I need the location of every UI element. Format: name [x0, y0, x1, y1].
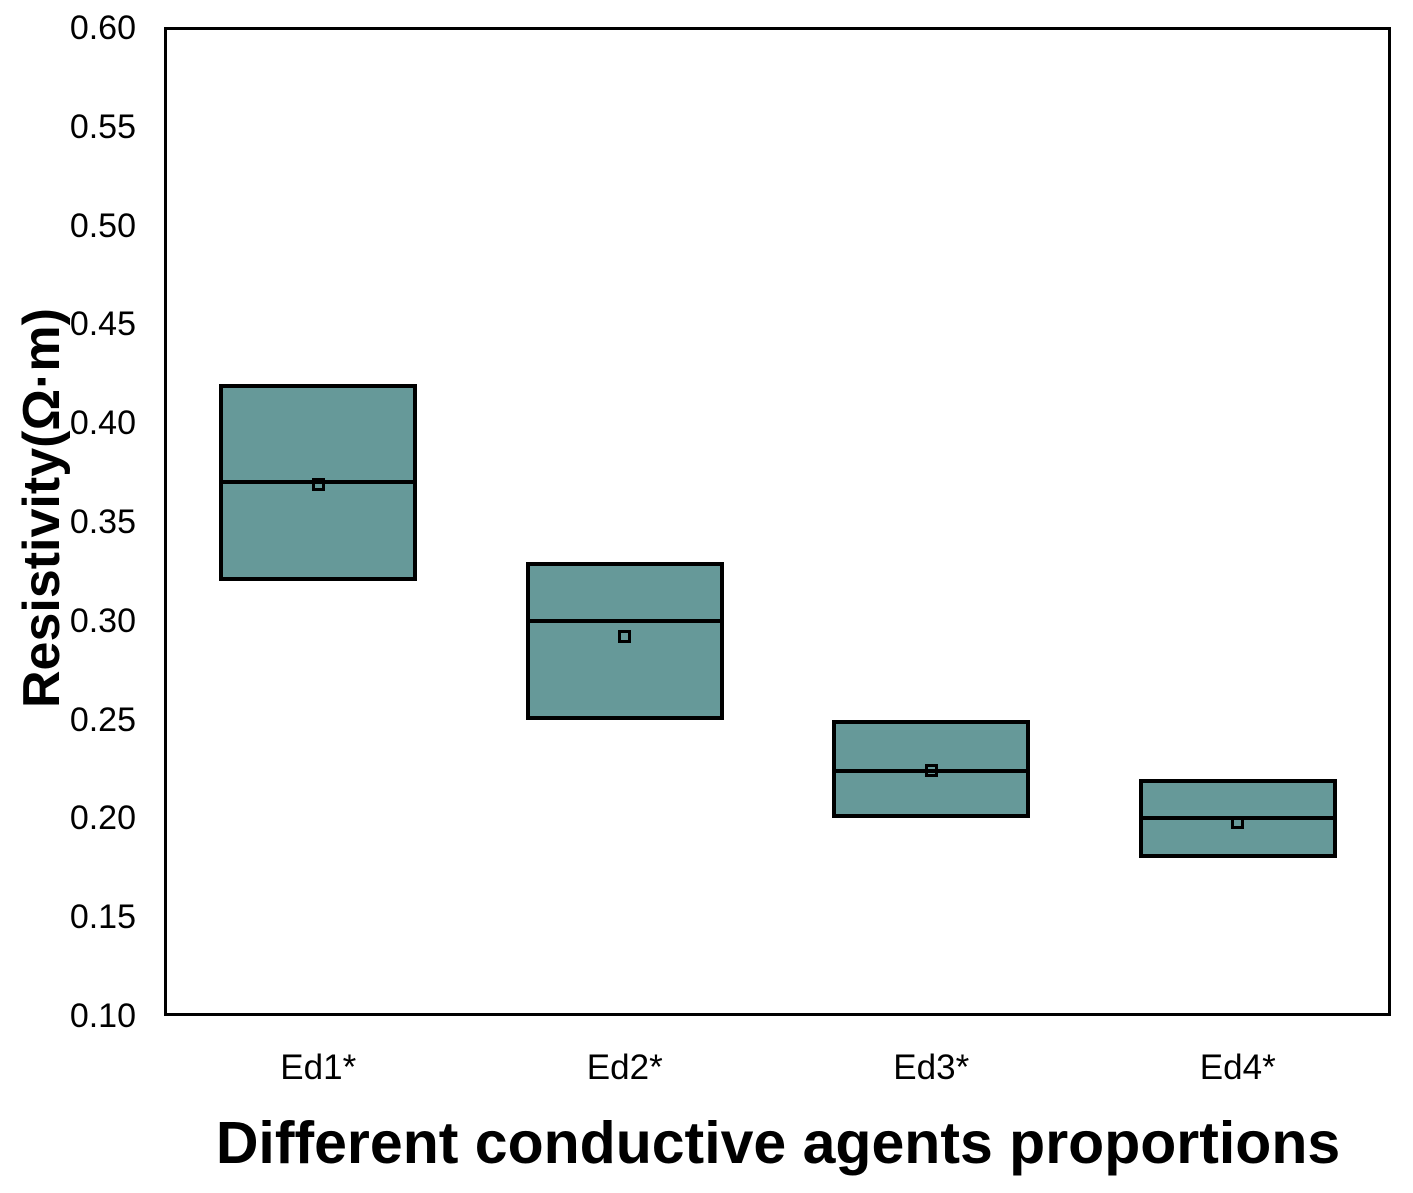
x-category-label: Ed4*: [1199, 1048, 1276, 1087]
mean-marker: [311, 477, 325, 491]
median-line: [525, 618, 724, 623]
x-category-label: Ed1*: [280, 1048, 357, 1087]
mean-marker: [924, 764, 938, 778]
x-category-label: Ed2*: [586, 1048, 663, 1087]
y-tick-label: 0.60: [69, 9, 136, 47]
y-tick-label: 0.20: [69, 799, 136, 838]
median-line: [219, 480, 418, 485]
y-tick-label: 0.15: [69, 898, 136, 937]
median-line: [832, 768, 1031, 773]
y-tick-label: 0.10: [69, 997, 136, 1035]
y-tick-label: 0.40: [69, 404, 136, 443]
y-tick-label: 0.55: [69, 107, 136, 146]
y-tick-label: 0.35: [69, 503, 136, 541]
y-tick-label: 0.30: [69, 601, 136, 640]
mean-marker: [618, 630, 632, 644]
mean-marker: [1231, 815, 1245, 829]
y-tick-label: 0.45: [69, 305, 136, 344]
y-tick-label: 0.50: [69, 206, 136, 245]
x-category-label: Ed3*: [893, 1048, 970, 1087]
y-tick-label: 0.25: [69, 700, 136, 739]
x-axis-title: Different conductive agents proportions: [215, 1110, 1341, 1176]
y-axis-title: Resistivity(Ω·m): [13, 308, 71, 709]
